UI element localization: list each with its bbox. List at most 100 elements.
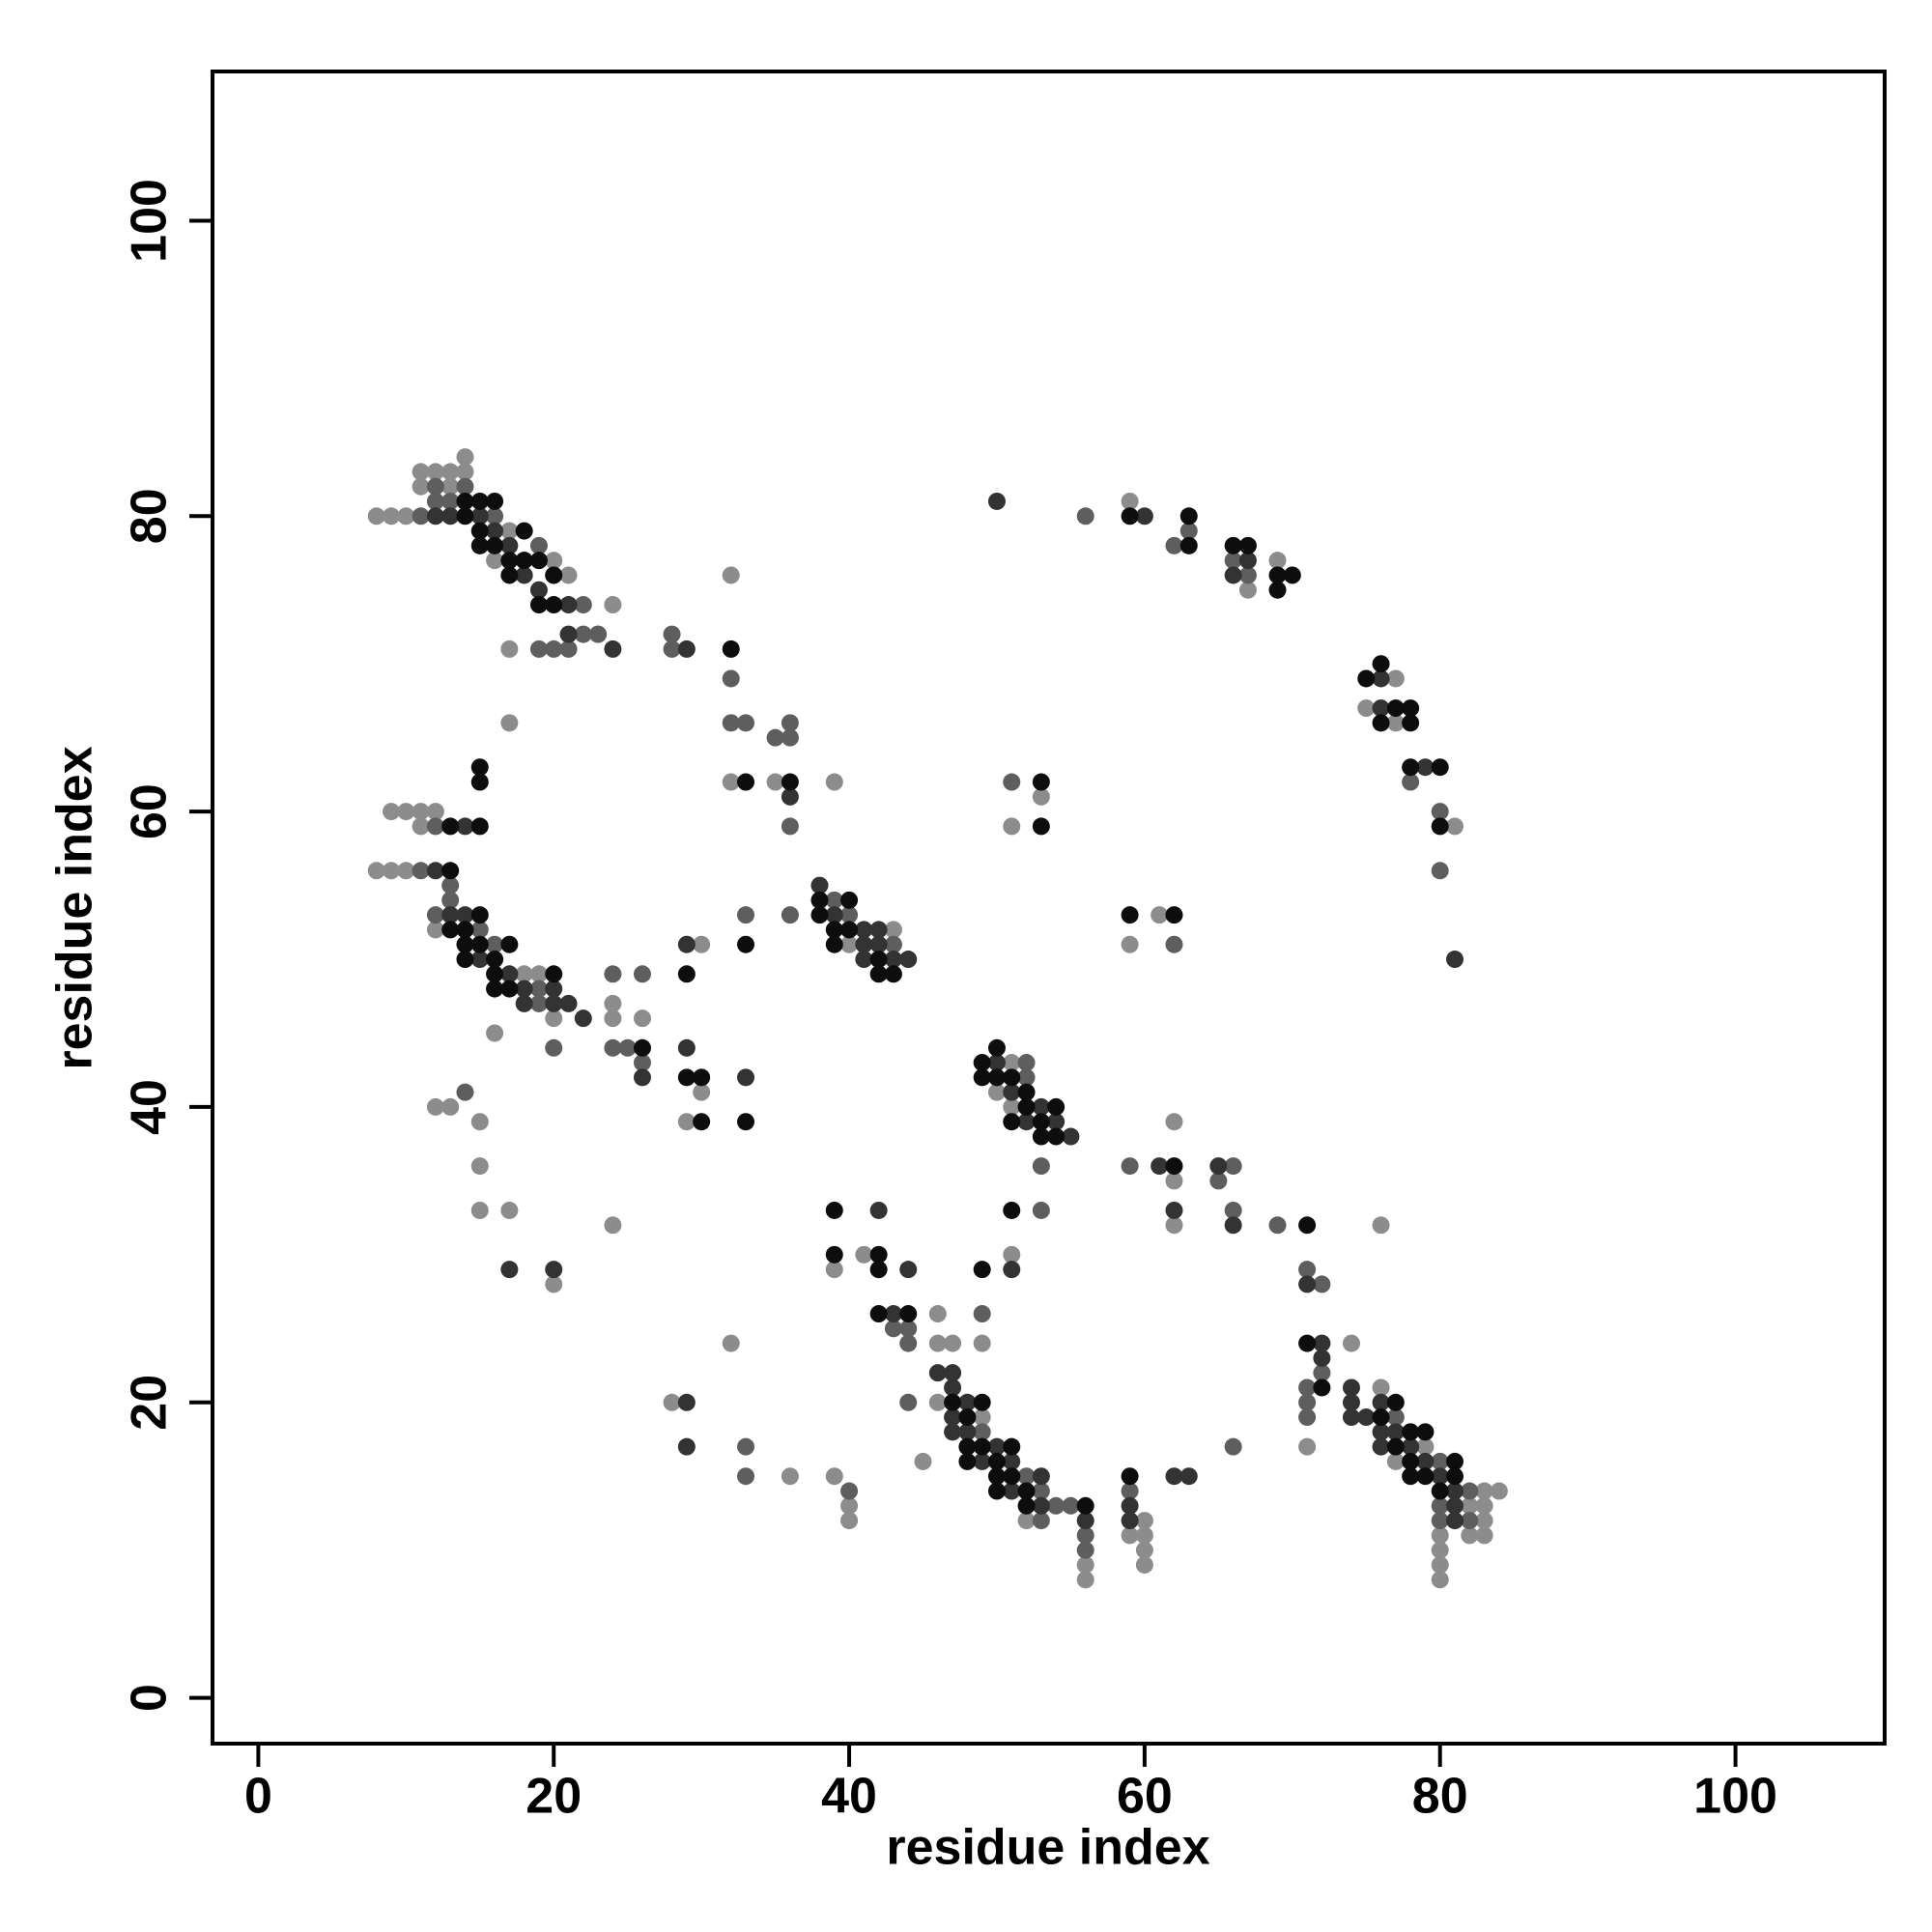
point <box>884 921 902 939</box>
point <box>1047 1097 1065 1116</box>
point <box>456 921 474 939</box>
point <box>825 1467 843 1486</box>
point <box>781 714 799 732</box>
point <box>810 891 829 909</box>
point <box>1431 817 1449 836</box>
point <box>1017 1083 1036 1101</box>
point <box>1386 1393 1405 1411</box>
point <box>545 965 563 983</box>
point <box>529 639 548 658</box>
point <box>677 1437 696 1456</box>
point <box>470 1113 489 1131</box>
point <box>500 980 519 998</box>
point <box>1224 1157 1242 1176</box>
point <box>1357 1408 1376 1427</box>
point <box>1342 1378 1360 1397</box>
x-tick-label: 20 <box>526 1769 582 1825</box>
point <box>737 1467 755 1486</box>
point <box>1313 1349 1331 1367</box>
point <box>1003 773 1021 791</box>
point <box>1416 1423 1435 1441</box>
point <box>1179 507 1198 526</box>
point <box>515 980 533 998</box>
point <box>1372 1216 1390 1235</box>
point <box>825 1261 843 1279</box>
point <box>899 1305 918 1323</box>
point <box>367 507 385 526</box>
x-tick-label: 100 <box>1693 1769 1777 1825</box>
point <box>1402 758 1420 777</box>
point <box>855 1245 873 1264</box>
point <box>987 1437 1006 1456</box>
point <box>500 1201 519 1219</box>
point <box>1461 1496 1479 1515</box>
point <box>633 1068 651 1087</box>
point <box>1357 669 1376 688</box>
x-tick-label: 80 <box>1412 1769 1468 1825</box>
point <box>470 1157 489 1176</box>
point <box>500 566 519 584</box>
point <box>1268 1216 1287 1235</box>
point <box>973 1334 991 1352</box>
point <box>1386 699 1405 718</box>
point <box>1003 1068 1021 1087</box>
point <box>1003 1113 1021 1131</box>
point <box>1446 1496 1464 1515</box>
point <box>869 1245 888 1264</box>
point <box>441 906 460 924</box>
point <box>470 492 489 510</box>
point <box>604 1216 622 1235</box>
point <box>545 552 563 570</box>
point <box>677 1068 696 1087</box>
point <box>441 921 460 939</box>
point <box>722 566 740 584</box>
point <box>722 1334 740 1352</box>
point <box>1372 1408 1390 1427</box>
point <box>559 625 578 643</box>
point <box>781 1467 799 1486</box>
point <box>500 965 519 983</box>
point <box>1475 1482 1493 1500</box>
point <box>973 1054 991 1072</box>
point <box>1238 536 1257 554</box>
point <box>1151 906 1169 924</box>
point <box>1076 1571 1094 1589</box>
point <box>1475 1496 1493 1515</box>
point <box>456 492 474 510</box>
point <box>987 1452 1006 1470</box>
plot-frame <box>211 70 1887 1746</box>
point <box>1003 1467 1021 1486</box>
point <box>1386 1408 1405 1427</box>
point <box>426 803 444 821</box>
point <box>426 906 444 924</box>
y-tick-label: 40 <box>122 1079 178 1135</box>
point <box>928 1364 947 1382</box>
point <box>1076 1512 1094 1530</box>
point <box>559 566 578 584</box>
point <box>470 921 489 939</box>
point <box>973 1452 991 1470</box>
point <box>545 639 563 658</box>
point <box>500 1261 519 1279</box>
point <box>1446 1452 1464 1470</box>
point <box>559 639 578 658</box>
point <box>515 566 533 584</box>
point <box>1386 714 1405 732</box>
point <box>1032 1201 1050 1219</box>
point <box>899 1320 918 1338</box>
point <box>1298 1334 1317 1352</box>
point <box>1446 1467 1464 1486</box>
point <box>412 817 430 836</box>
point <box>1003 1097 1021 1116</box>
point <box>1003 817 1021 836</box>
point <box>1416 1437 1435 1456</box>
point <box>574 596 592 614</box>
y-tick-label: 100 <box>122 179 178 263</box>
point <box>412 862 430 880</box>
point <box>500 552 519 570</box>
point <box>1386 669 1405 688</box>
point <box>1032 773 1050 791</box>
point <box>1342 1334 1360 1352</box>
point <box>737 906 755 924</box>
